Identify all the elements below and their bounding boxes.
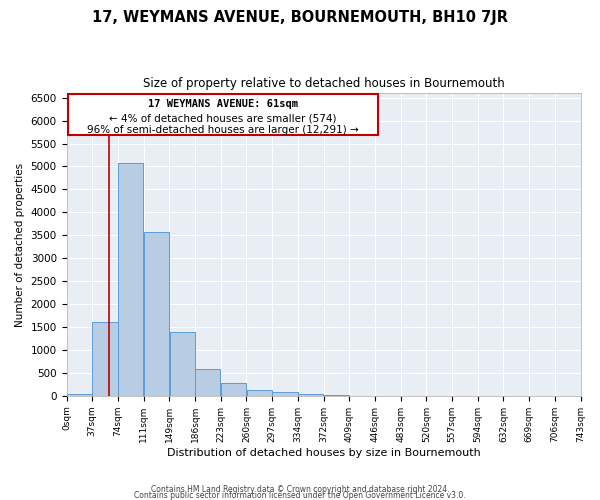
Text: Contains public sector information licensed under the Open Government Licence v3: Contains public sector information licen…: [134, 490, 466, 500]
Bar: [67, 394, 92, 396]
Bar: [118, 163, 143, 396]
Bar: [272, 392, 298, 396]
Text: 96% of semi-detached houses are larger (12,291) →: 96% of semi-detached houses are larger (…: [87, 125, 359, 135]
Text: 17, WEYMANS AVENUE, BOURNEMOUTH, BH10 7JR: 17, WEYMANS AVENUE, BOURNEMOUTH, BH10 7J…: [92, 10, 508, 25]
Bar: [247, 390, 272, 396]
Text: 17 WEYMANS AVENUE: 61sqm: 17 WEYMANS AVENUE: 61sqm: [148, 100, 298, 110]
Bar: [221, 384, 246, 396]
X-axis label: Distribution of detached houses by size in Bournemouth: Distribution of detached houses by size …: [167, 448, 481, 458]
Text: Contains HM Land Registry data © Crown copyright and database right 2024.: Contains HM Land Registry data © Crown c…: [151, 484, 449, 494]
Bar: [298, 394, 323, 396]
FancyBboxPatch shape: [68, 94, 377, 136]
Text: ← 4% of detached houses are smaller (574): ← 4% of detached houses are smaller (574…: [109, 113, 337, 123]
Bar: [170, 332, 195, 396]
Bar: [195, 369, 220, 396]
Bar: [92, 322, 118, 396]
Title: Size of property relative to detached houses in Bournemouth: Size of property relative to detached ho…: [143, 78, 505, 90]
Y-axis label: Number of detached properties: Number of detached properties: [15, 162, 25, 326]
Bar: [144, 232, 169, 396]
